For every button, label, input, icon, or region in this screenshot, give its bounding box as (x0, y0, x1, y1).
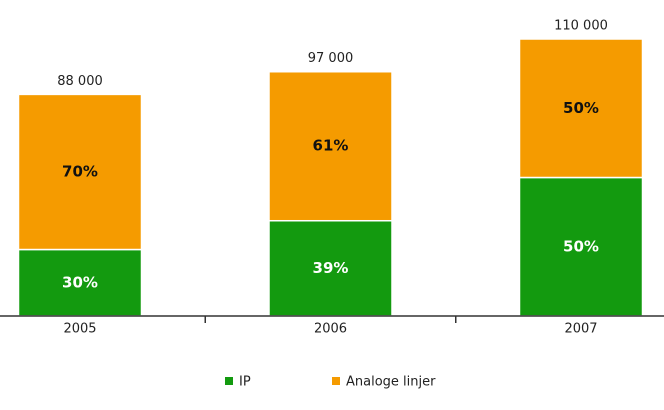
bar-segment (518, 176, 644, 317)
x-tick-label: 2007 (564, 322, 597, 337)
x-tick-label: 2006 (314, 322, 347, 337)
x-tick-label: 2005 (63, 322, 96, 337)
bar-segment (17, 93, 143, 251)
bar-segment (268, 70, 393, 222)
segment-label: 61% (313, 137, 349, 155)
bar-segment (17, 248, 143, 317)
segment-label: 39% (313, 259, 349, 277)
segment-label: 70% (62, 162, 98, 180)
total-label: 88 000 (57, 74, 103, 89)
total-label: 110 000 (554, 19, 608, 34)
bar-segment (518, 38, 644, 179)
segment-label: 30% (62, 273, 98, 291)
legend-swatch (332, 377, 340, 385)
segment-label: 50% (563, 237, 599, 255)
total-label: 97 000 (308, 51, 354, 66)
legend-label: Analoge linjer (346, 375, 436, 390)
segment-label: 50% (563, 99, 599, 117)
legend-swatch (225, 377, 233, 385)
legend-label: IP (239, 375, 251, 390)
